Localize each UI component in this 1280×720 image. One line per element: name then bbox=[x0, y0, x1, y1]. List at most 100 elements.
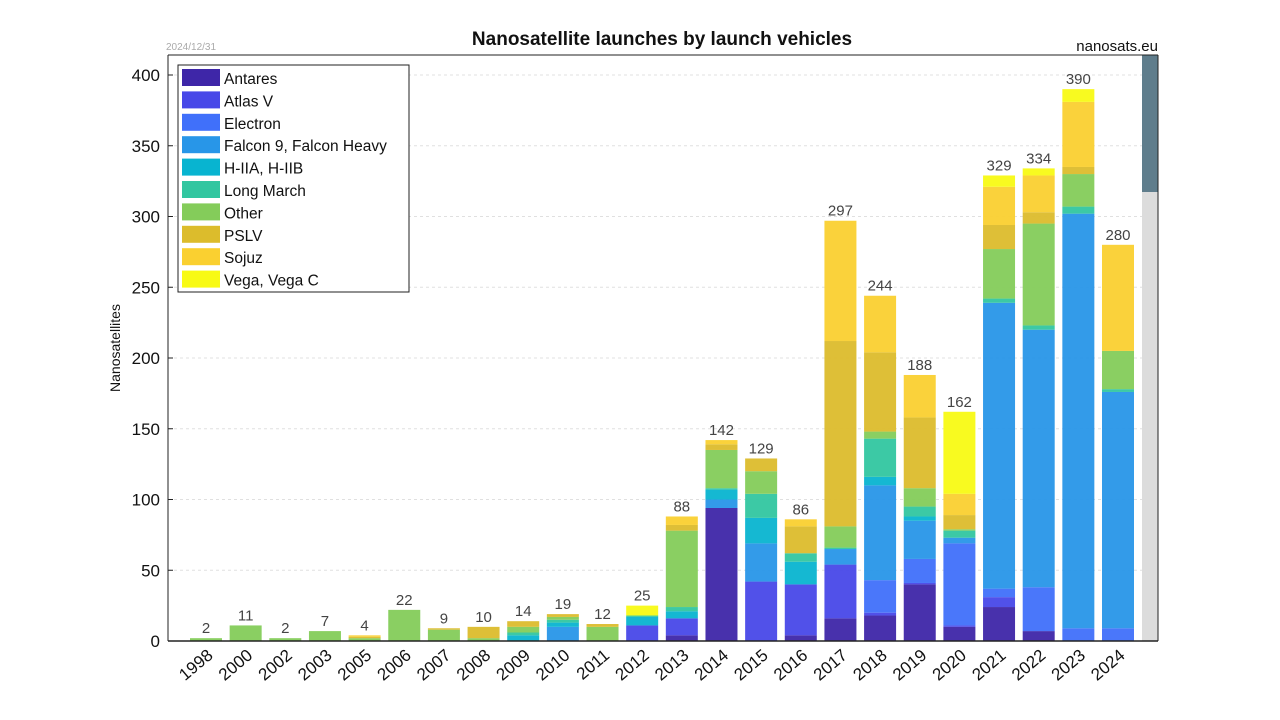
legend-swatch bbox=[182, 158, 220, 176]
bar-segment-other bbox=[665, 530, 698, 608]
bar-segment-long-march bbox=[745, 493, 778, 518]
bar-segment-pslv bbox=[705, 444, 738, 450]
bar-segment-falcon-9-falcon-heavy bbox=[864, 485, 897, 581]
x-tick-label: 2014 bbox=[691, 646, 732, 685]
bar-segment-pslv bbox=[864, 352, 897, 432]
bar-segment-h-iia-h-iib bbox=[507, 635, 540, 641]
total-labels: 2 11 2 7 4 22 9 10 14 19 12 25 88 142 129 86 297 244 188 16… bbox=[202, 71, 1131, 637]
bar-segment-other bbox=[427, 629, 460, 641]
bar-segment-antares bbox=[864, 615, 897, 641]
x-tick-label: 2005 bbox=[334, 646, 375, 685]
bar-segment-other bbox=[705, 449, 738, 489]
bar-segment-pslv bbox=[903, 417, 936, 489]
bar-segment-pslv bbox=[546, 614, 579, 617]
bars bbox=[190, 89, 1134, 641]
bar-segment-other bbox=[1102, 350, 1134, 390]
bar-segment-antares bbox=[983, 607, 1016, 641]
bar-segment-other bbox=[348, 638, 381, 641]
bar-segment-other bbox=[190, 638, 222, 641]
scroll-track[interactable] bbox=[1142, 55, 1158, 641]
bar-segment-sojuz bbox=[864, 295, 897, 353]
total-label: 86 bbox=[792, 501, 809, 518]
bar-segment-vega-vega-c bbox=[1022, 168, 1055, 176]
x-tick-label: 2003 bbox=[294, 646, 335, 685]
x-tick-label: 2011 bbox=[573, 646, 613, 684]
total-label: 25 bbox=[634, 588, 651, 605]
total-label: 19 bbox=[555, 596, 572, 613]
bar-segment-h-iia-h-iib bbox=[745, 517, 778, 544]
bar-segment-atlas-v bbox=[784, 584, 817, 636]
y-axis: 0 50 100 150 200 250 300 350 400 bbox=[132, 66, 173, 651]
bar-segment-h-iia-h-iib bbox=[903, 516, 936, 521]
total-label: 280 bbox=[1105, 227, 1130, 244]
bar-segment-sojuz bbox=[784, 519, 817, 527]
total-label: 14 bbox=[515, 603, 532, 620]
x-tick-label: 2017 bbox=[810, 646, 851, 685]
total-label: 297 bbox=[828, 203, 853, 220]
bar-segment-falcon-9-falcon-heavy bbox=[983, 302, 1016, 589]
total-label: 22 bbox=[396, 592, 413, 609]
x-tick-label: 2012 bbox=[612, 646, 653, 685]
y-tick-label: 0 bbox=[151, 632, 160, 651]
x-tick-label: 2019 bbox=[889, 646, 930, 685]
bar-segment-atlas-v bbox=[745, 581, 778, 641]
bar-segment-falcon-9-falcon-heavy bbox=[1062, 213, 1095, 629]
bar-segment-pslv bbox=[983, 224, 1016, 250]
bar-segment-electron bbox=[903, 558, 936, 583]
bar-segment-other bbox=[864, 431, 897, 439]
bar-segment-sojuz bbox=[665, 516, 698, 525]
bar-segment-long-march bbox=[665, 607, 698, 612]
legend-swatch bbox=[182, 203, 220, 221]
total-label: 334 bbox=[1026, 150, 1051, 167]
bar-segment-atlas-v bbox=[824, 564, 857, 619]
legend-label: Other bbox=[224, 205, 263, 222]
bar-segment-other bbox=[467, 638, 500, 641]
x-axis: 1998200020022003200520062007200820092010… bbox=[175, 646, 1128, 685]
bar-segment-other bbox=[903, 488, 936, 507]
bar-segment-falcon-9-falcon-heavy bbox=[1102, 391, 1134, 629]
x-tick-label: 2006 bbox=[374, 646, 415, 685]
total-label: 2 bbox=[202, 620, 210, 637]
bar-segment-vega-vega-c bbox=[1062, 89, 1095, 102]
y-axis-label: Nanosatellites bbox=[107, 304, 123, 392]
total-label: 7 bbox=[321, 613, 329, 630]
bar-segment-falcon-9-falcon-heavy bbox=[546, 626, 579, 641]
legend-label: Electron bbox=[224, 116, 281, 133]
x-tick-label: 2023 bbox=[1048, 646, 1089, 685]
total-label: 244 bbox=[868, 278, 893, 295]
legend-label: Falcon 9, Falcon Heavy bbox=[224, 138, 387, 155]
total-label: 12 bbox=[594, 606, 611, 623]
x-tick-label: 2000 bbox=[215, 646, 256, 685]
legend-label: Atlas V bbox=[224, 93, 274, 110]
bar-segment-atlas-v bbox=[864, 612, 897, 616]
bar-segment-pslv bbox=[467, 626, 500, 639]
legend-label: Long March bbox=[224, 183, 306, 200]
x-tick-label: 1998 bbox=[175, 646, 216, 685]
legend: Antares Atlas V Electron Falcon 9, Falcon H… bbox=[177, 64, 410, 293]
legend-label: Antares bbox=[224, 71, 278, 88]
y-tick-label: 200 bbox=[132, 349, 160, 368]
legend-label: Vega, Vega C bbox=[224, 273, 319, 290]
bar-segment-antares bbox=[903, 584, 936, 641]
bar-segment-antares bbox=[1022, 631, 1055, 641]
scroll-thumb[interactable] bbox=[1142, 55, 1158, 192]
x-tick-label: 2002 bbox=[255, 646, 296, 685]
bar-segment-other bbox=[983, 249, 1016, 299]
x-tick-label: 2021 bbox=[968, 646, 1009, 685]
bar-segment-falcon-9-falcon-heavy bbox=[705, 499, 738, 508]
source-label: nanosats.eu bbox=[1076, 38, 1158, 55]
bar-segment-h-iia-h-iib bbox=[626, 616, 659, 626]
y-tick-label: 100 bbox=[132, 491, 160, 510]
y-tick-label: 150 bbox=[132, 420, 160, 439]
x-tick-label: 2007 bbox=[413, 646, 454, 685]
bar-segment-long-march bbox=[1022, 325, 1055, 330]
legend-label: PSLV bbox=[224, 228, 263, 245]
y-tick-label: 350 bbox=[132, 137, 160, 156]
bar-segment-long-march bbox=[1062, 206, 1095, 214]
bar-segment-h-iia-h-iib bbox=[546, 622, 579, 627]
x-tick-label: 2010 bbox=[532, 646, 573, 685]
date-note: 2024/12/31 bbox=[166, 42, 216, 53]
bar-segment-falcon-9-falcon-heavy bbox=[1022, 329, 1055, 588]
bar-segment-long-march bbox=[784, 553, 817, 562]
total-label: 4 bbox=[360, 617, 368, 634]
